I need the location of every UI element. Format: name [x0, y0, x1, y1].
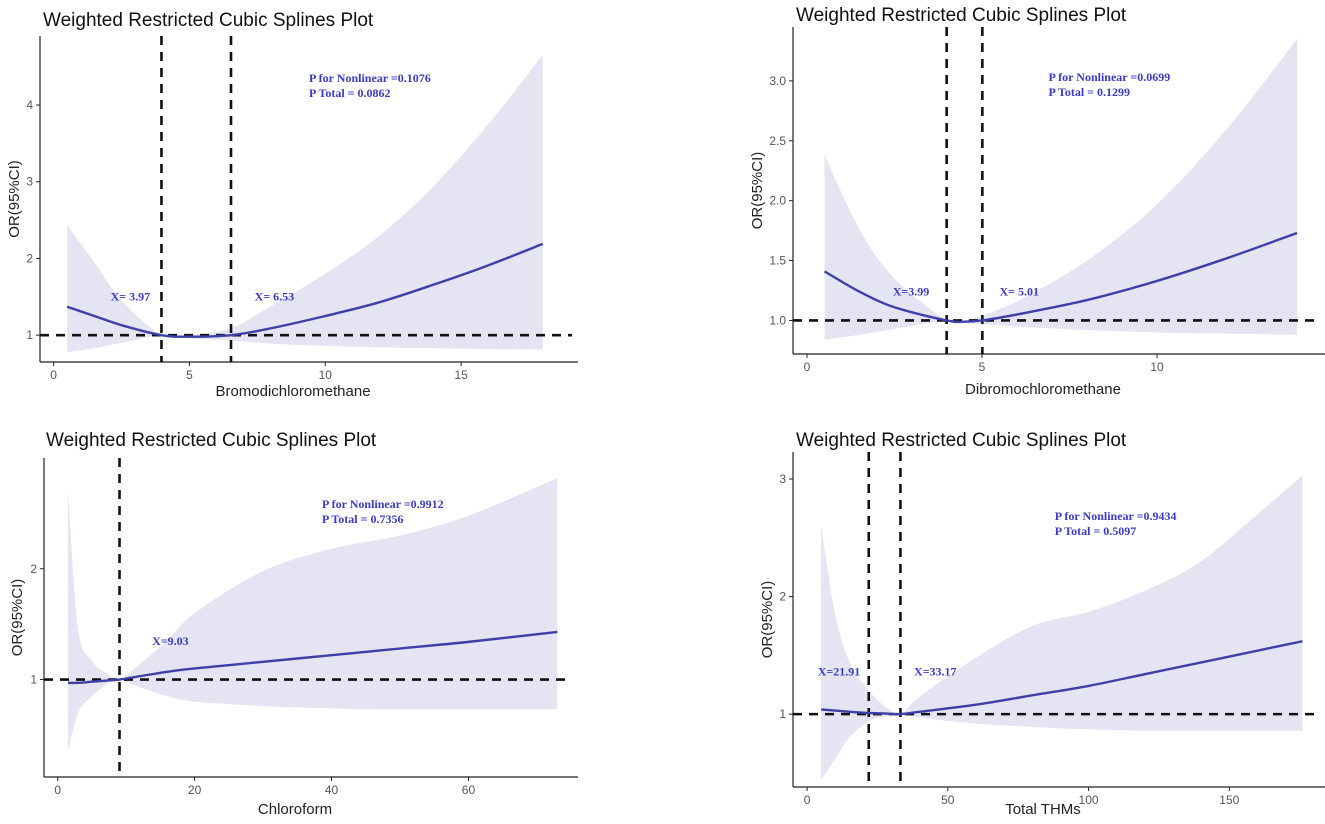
x-tick-label: 0	[50, 368, 57, 382]
or-curve	[821, 640, 1303, 716]
x-tick-label: 0	[804, 793, 811, 807]
p-total-text: P Total = 0.1299	[1049, 85, 1131, 99]
y-axis-label: OR(95%CI)	[9, 579, 26, 657]
y-axis-label: OR(95%CI)	[6, 160, 23, 238]
x-tick-label: 10	[1150, 360, 1164, 374]
spline-panel-1: 1 2 3 4 0 5 10 15 Weighted Restricted Cubic Spli…	[6, 10, 578, 400]
x-tick-label: 5	[186, 368, 193, 382]
y-tick-label: 1.5	[769, 254, 786, 268]
x-tick-label: 40	[325, 783, 339, 797]
x-tick-label: 0	[804, 360, 811, 374]
x-axis-label: Dibromochloromethane	[965, 381, 1121, 398]
x-tick-label: 5	[979, 360, 986, 374]
knot-annotation: X=3.99	[893, 284, 930, 298]
y-tick-label: 1	[779, 707, 786, 721]
x-axis-label: Chloroform	[258, 801, 332, 818]
x-tick-label: 10	[319, 368, 333, 382]
x-axis-label: Bromodichloromethane	[215, 383, 370, 400]
knot-annotation: X=21.91	[818, 664, 861, 678]
x-tick-label: 0	[54, 783, 61, 797]
x-tick-label: 15	[454, 368, 468, 382]
y-tick-label: 2.0	[769, 194, 786, 208]
x-tick-label: 100	[1079, 793, 1099, 807]
y-tick-label: 3	[26, 175, 33, 189]
x-axis-label: Total THMs	[1005, 801, 1081, 818]
y-axis-label: OR(95%CI)	[759, 581, 776, 659]
p-nonlinear-text: P for Nonlinear =0.1076	[309, 71, 431, 85]
confidence-band	[67, 55, 543, 353]
y-tick-label: 1	[26, 328, 33, 342]
knot-annotation: X= 6.53	[255, 290, 295, 304]
p-total-text: P Total = 0.0862	[309, 86, 391, 100]
y-tick-label: 2	[779, 590, 786, 604]
x-tick-label: 50	[941, 793, 955, 807]
x-tick-label: 60	[462, 783, 476, 797]
or-curve	[823, 231, 1298, 324]
y-tick-label: 1	[30, 673, 37, 687]
y-tick-label: 3	[779, 472, 786, 486]
knot-annotation: X=33.17	[914, 664, 957, 678]
y-axis-label: OR(95%CI)	[749, 152, 766, 230]
knot-annotation: X= 5.01	[1000, 284, 1040, 298]
chart-title: Weighted Restricted Cubic Splines Plot	[796, 5, 1127, 26]
confidence-band	[821, 475, 1303, 780]
y-tick-label: 4	[26, 98, 33, 112]
confidence-band	[67, 477, 558, 752]
p-nonlinear-text: P for Nonlinear =0.9434	[1055, 509, 1177, 523]
chart-title: Weighted Restricted Cubic Splines Plot	[796, 430, 1127, 451]
p-total-text: P Total = 0.7356	[322, 512, 404, 526]
p-nonlinear-text: P for Nonlinear =0.9912	[322, 497, 444, 511]
or-curve	[66, 242, 544, 338]
p-total-text: P Total = 0.5097	[1055, 524, 1137, 538]
spline-panel-4: 1 2 3 0 50 100 150 Weighted Restricted Cubic Sp…	[759, 430, 1325, 818]
chart-title: Weighted Restricted Cubic Splines Plot	[46, 430, 377, 451]
spline-panel-2: 1.0 1.5 2.0 2.5 3.0 0 5 10 Weighted Restricted C…	[749, 5, 1325, 398]
x-tick-label: 20	[188, 783, 202, 797]
y-tick-label: 2.5	[769, 134, 786, 148]
y-tick-label: 1.0	[769, 313, 786, 327]
or-curve	[67, 630, 558, 685]
x-tick-label: 150	[1219, 793, 1239, 807]
knot-annotation: X= 3.97	[111, 290, 151, 304]
confidence-band	[824, 38, 1297, 340]
y-tick-label: 2	[26, 251, 33, 265]
y-tick-label: 2	[30, 562, 37, 576]
knot-annotation: X=9.03	[152, 634, 189, 648]
p-nonlinear-text: P for Nonlinear =0.0699	[1049, 70, 1171, 84]
chart-title: Weighted Restricted Cubic Splines Plot	[43, 10, 374, 31]
y-tick-label: 3.0	[769, 74, 786, 88]
